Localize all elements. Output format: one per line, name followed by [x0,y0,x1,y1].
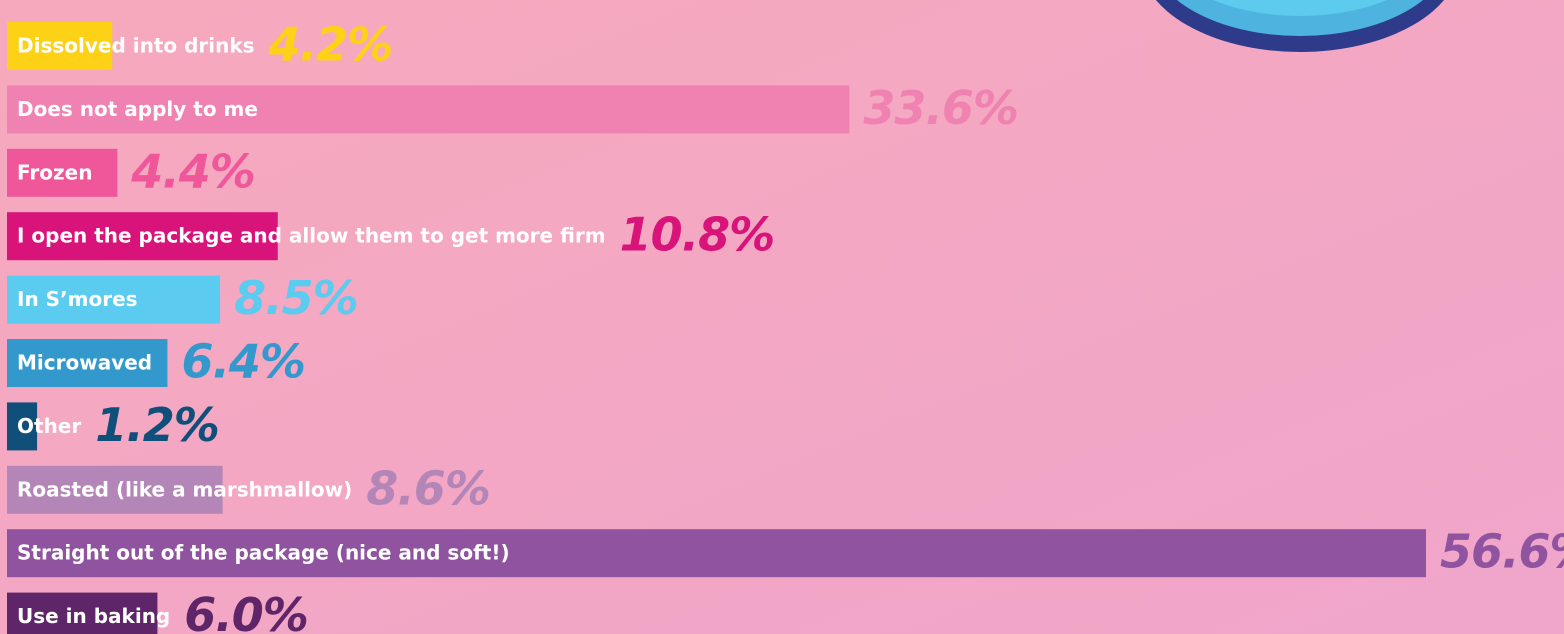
value-label: 56.6% [1440,525,1564,579]
value-label: 6.0% [184,588,308,634]
category-label: In S’mores [17,287,138,311]
category-label: Microwaved [17,351,152,375]
category-label: Straight out of the package (nice and so… [17,541,510,565]
value-label: 1.2% [95,398,219,452]
value-label: 33.6% [863,81,1018,135]
value-label: 4.2% [268,18,393,72]
value-label: 10.8% [620,208,775,262]
category-label: Roasted (like a marshmallow) [17,477,352,501]
category-label: Other [17,414,81,438]
value-label: 4.4% [130,144,255,198]
value-label: 6.4% [181,335,305,389]
chart: Dissolved into drinks 4.2% Does not apply … [0,0,1564,634]
category-label: Frozen [17,160,92,184]
category-label: I open the package and allow them to get… [17,224,606,248]
category-label: Use in baking [17,604,170,628]
category-label: Dissolved into drinks [17,34,255,58]
page: Dissolved into drinks 4.2% Does not apply … [0,0,1564,634]
category-label: Does not apply to me [17,97,258,121]
value-label: 8.5% [234,271,358,325]
value-label: 8.6% [366,461,490,515]
